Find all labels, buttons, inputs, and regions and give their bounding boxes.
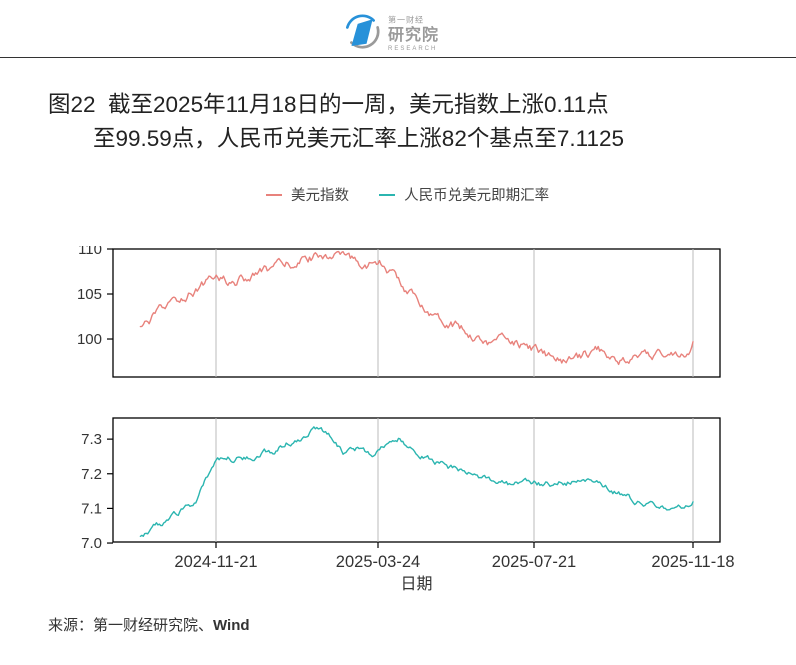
svg-text:7.1: 7.1: [81, 500, 102, 517]
svg-text:2025-07-21: 2025-07-21: [492, 553, 576, 571]
svg-text:日期: 日期: [400, 575, 432, 593]
svg-text:2024-11-21: 2024-11-21: [174, 553, 257, 571]
svg-text:7.0: 7.0: [81, 535, 102, 552]
svg-text:7.2: 7.2: [81, 466, 102, 483]
svg-text:2025-03-24: 2025-03-24: [336, 553, 420, 571]
svg-text:100: 100: [77, 331, 102, 348]
svg-text:110: 110: [78, 246, 102, 258]
svg-text:105: 105: [77, 286, 102, 303]
svg-text:2025-11-18: 2025-11-18: [651, 553, 734, 571]
svg-text:7.3: 7.3: [81, 431, 102, 448]
